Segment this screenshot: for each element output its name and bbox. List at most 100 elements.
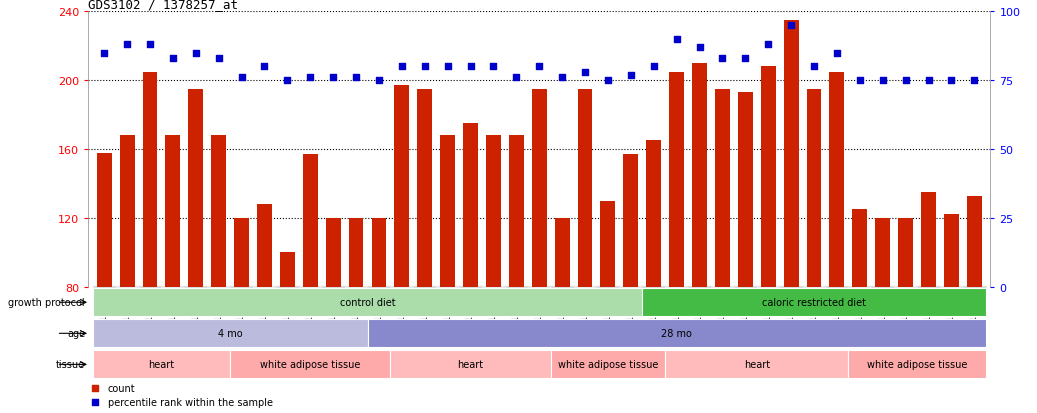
Bar [921, 192, 936, 287]
Point [714, 56, 731, 62]
Bar [642, 289, 986, 316]
Point [256, 64, 273, 71]
Point [325, 75, 341, 82]
Bar [234, 218, 249, 287]
Bar [669, 72, 684, 287]
Text: growth protocol: growth protocol [8, 297, 85, 308]
Point [943, 78, 959, 84]
Text: white adipose tissue: white adipose tissue [260, 359, 361, 369]
Text: 28 mo: 28 mo [662, 328, 692, 338]
Text: age: age [67, 328, 85, 339]
Point [760, 42, 777, 49]
Point [874, 78, 891, 84]
Text: white adipose tissue: white adipose tissue [558, 359, 658, 369]
Bar [92, 289, 642, 316]
Bar [230, 351, 390, 378]
Bar [367, 320, 986, 347]
Bar [509, 136, 524, 287]
Point [87, 385, 104, 392]
Point [417, 64, 433, 71]
Point [508, 75, 525, 82]
Bar [390, 351, 551, 378]
Bar [898, 218, 913, 287]
Point [920, 78, 936, 84]
Bar [966, 196, 982, 287]
Point [966, 78, 983, 84]
Text: tissue: tissue [56, 359, 85, 370]
Point [829, 50, 845, 57]
Bar [440, 136, 455, 287]
Text: control diet: control diet [340, 297, 395, 307]
Bar [944, 215, 959, 287]
Point [302, 75, 318, 82]
Point [645, 64, 662, 71]
Point [668, 37, 684, 43]
Point [599, 78, 616, 84]
Text: heart: heart [148, 359, 174, 369]
Bar [807, 90, 821, 287]
Point [211, 56, 227, 62]
Bar [623, 155, 639, 287]
Point [554, 75, 570, 82]
Point [463, 64, 479, 71]
Text: heart: heart [457, 359, 483, 369]
Point [370, 78, 387, 84]
Point [188, 50, 204, 57]
Bar [303, 155, 317, 287]
Point [485, 64, 502, 71]
Bar [371, 218, 387, 287]
Point [87, 399, 104, 406]
Bar [417, 90, 432, 287]
Bar [875, 218, 890, 287]
Point [806, 64, 822, 71]
Bar [600, 201, 615, 287]
Text: 4 mo: 4 mo [218, 328, 243, 338]
Bar [464, 124, 478, 287]
Bar [394, 86, 410, 287]
Point [577, 69, 593, 76]
Bar [848, 351, 986, 378]
Bar [532, 90, 546, 287]
Point [233, 75, 250, 82]
Point [95, 50, 112, 57]
Bar [486, 136, 501, 287]
Text: GDS3102 / 1378257_at: GDS3102 / 1378257_at [88, 0, 239, 11]
Point [142, 42, 159, 49]
Bar [119, 136, 135, 287]
Bar [166, 136, 180, 287]
Point [851, 78, 868, 84]
Bar [578, 90, 592, 287]
Bar [92, 351, 230, 378]
Point [279, 78, 296, 84]
Bar [555, 218, 569, 287]
Text: heart: heart [744, 359, 769, 369]
Point [737, 56, 754, 62]
Point [692, 45, 708, 51]
Point [119, 42, 136, 49]
Point [897, 78, 914, 84]
Bar [738, 93, 753, 287]
Bar [830, 72, 844, 287]
Bar [189, 90, 203, 287]
Text: white adipose tissue: white adipose tissue [867, 359, 968, 369]
Bar [646, 141, 662, 287]
Bar [280, 253, 295, 287]
Bar [96, 153, 112, 287]
Bar [212, 136, 226, 287]
Point [622, 72, 639, 79]
Text: percentile rank within the sample: percentile rank within the sample [108, 398, 273, 408]
Point [783, 23, 800, 29]
Bar [257, 205, 272, 287]
Bar [784, 21, 798, 287]
Point [531, 64, 548, 71]
Bar [142, 72, 158, 287]
Bar [665, 351, 848, 378]
Bar [551, 351, 665, 378]
Bar [692, 64, 707, 287]
Point [440, 64, 456, 71]
Bar [326, 218, 340, 287]
Bar [852, 210, 867, 287]
Bar [714, 90, 730, 287]
Bar [92, 320, 367, 347]
Bar [761, 67, 776, 287]
